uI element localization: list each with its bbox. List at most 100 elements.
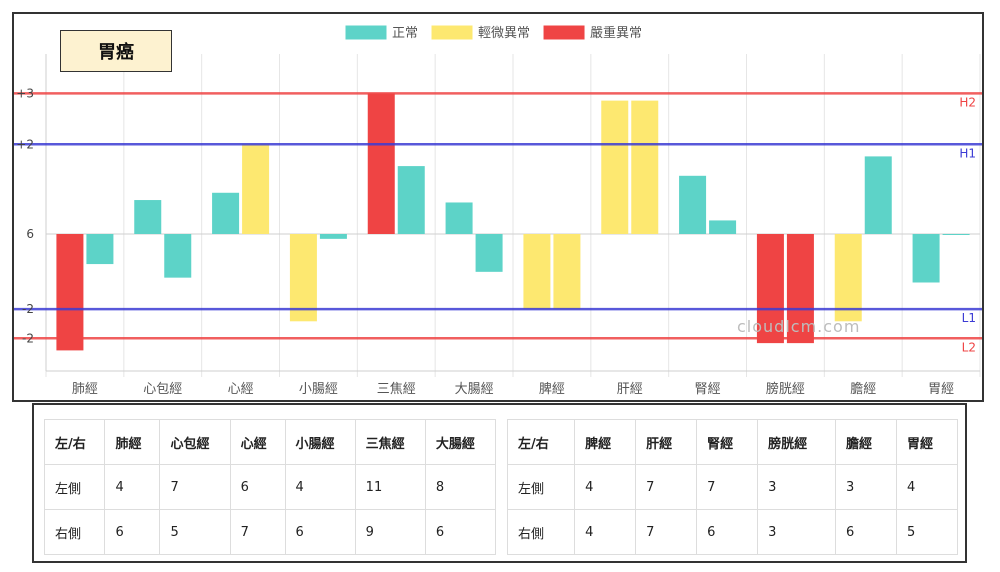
legend-swatch <box>543 25 585 40</box>
x-tick-label: 小腸經 <box>299 382 338 397</box>
table-cell: 7 <box>696 464 759 510</box>
bar-right <box>553 234 581 310</box>
chart-title: 胃癌 <box>60 30 172 72</box>
table-cell: 11 <box>354 464 426 510</box>
bar-left <box>289 234 317 322</box>
header-cell: 三焦經 <box>354 419 426 465</box>
chart-panel: 肺經 心包經 心經 小腸經 三焦經 大腸經 脾經 肝經 腎經 膀胱經 膽經 胃經 H2 H1 L1 L2 +3 +… <box>12 12 984 402</box>
watermark-text: cloudlcm.com <box>737 317 860 336</box>
bar-right <box>786 234 814 344</box>
header-cell: 小腸經 <box>284 419 356 465</box>
table-cell: 4 <box>574 509 637 555</box>
x-tick-label: 肺經 <box>72 382 98 397</box>
y-tick-label: +2 <box>16 137 34 151</box>
legend-swatch <box>345 25 387 40</box>
bar-right <box>709 220 737 234</box>
table-cell: 4 <box>574 464 637 510</box>
table-cell: 3 <box>757 464 836 510</box>
header-cell: 膀胱經 <box>757 419 836 465</box>
table-cell: 4 <box>895 464 959 510</box>
x-tick-label: 胃經 <box>928 382 954 397</box>
header-cell: 左/右 <box>43 419 106 465</box>
bar-left <box>834 234 862 322</box>
reference-line-label: H2 <box>959 95 976 109</box>
bar-left <box>601 100 629 234</box>
bar-right <box>942 234 970 235</box>
table-cell: 6 <box>696 509 759 555</box>
header-cell: 心包經 <box>159 419 231 465</box>
bar-right <box>397 166 425 234</box>
bar-right <box>475 234 503 272</box>
bar-left <box>679 175 707 234</box>
header-cell: 膽經 <box>834 419 897 465</box>
table-cell: 3 <box>757 509 836 555</box>
bar-left <box>756 234 784 344</box>
table-cell: 7 <box>635 509 698 555</box>
y-tick-label: -2 <box>22 302 34 316</box>
bar-left <box>367 93 395 234</box>
table-cell: 左側 <box>506 464 576 510</box>
table-cell: 3 <box>834 464 897 510</box>
reference-line-label: L1 <box>962 311 976 325</box>
table-cell: 右側 <box>506 509 576 555</box>
table-cell: 5 <box>159 509 231 555</box>
table-cell: 右側 <box>43 509 106 555</box>
table-cell: 9 <box>354 509 426 555</box>
table-cell: 7 <box>635 464 698 510</box>
bar-left <box>212 192 240 234</box>
bar-right <box>631 100 659 234</box>
bar-right <box>164 234 192 278</box>
table-cell: 6 <box>104 509 161 555</box>
x-tick-label: 心包經 <box>143 382 182 397</box>
table-cell: 5 <box>895 509 959 555</box>
table-cell: 左側 <box>43 464 106 510</box>
header-cell: 左/右 <box>506 419 576 465</box>
meridian-table-right: 左/右 脾經 肝經 腎經 膀胱經 膽經 胃經 左側 4 7 7 3 3 4 右側… <box>506 419 959 555</box>
bar-chart: 肺經 心包經 心經 小腸經 三焦經 大腸經 脾經 肝經 腎經 膀胱經 膽經 胃經 H2 H1 L1 L2 +3 +… <box>14 25 982 397</box>
table-cell: 7 <box>159 464 231 510</box>
table-header-row: 左/右 肺經 心包經 心經 小腸經 三焦經 大腸經 <box>43 419 497 465</box>
table-row: 左側 4 7 7 3 3 4 <box>506 464 959 510</box>
bar-left <box>134 200 162 234</box>
table-cell: 8 <box>424 464 497 510</box>
table-row: 右側 6 5 7 6 9 6 <box>43 509 497 555</box>
bar-left <box>445 202 473 234</box>
header-cell: 脾經 <box>574 419 637 465</box>
table-cell: 4 <box>104 464 161 510</box>
bar-left <box>56 234 84 351</box>
x-tick-label: 大腸經 <box>455 382 494 397</box>
header-cell: 胃經 <box>895 419 959 465</box>
y-tick-label: 6 <box>26 227 34 241</box>
legend-label: 正常 <box>392 26 418 41</box>
table-cell: 6 <box>284 509 356 555</box>
bar-right <box>319 234 347 239</box>
meridian-table-left: 左/右 肺經 心包經 心經 小腸經 三焦經 大腸經 左側 4 7 6 4 11 … <box>43 419 497 555</box>
legend-label: 嚴重異常 <box>590 25 642 41</box>
legend-label: 輕微異常 <box>478 26 530 41</box>
header-cell: 肺經 <box>104 419 161 465</box>
header-cell: 心經 <box>229 419 286 465</box>
x-tick-label: 心經 <box>228 382 254 397</box>
y-tick-label: +3 <box>16 86 34 100</box>
bar-right <box>86 234 114 265</box>
x-tick-label: 膀胱經 <box>766 381 805 397</box>
table-cell: 6 <box>424 509 497 555</box>
bar-right <box>864 156 892 234</box>
table-cell: 6 <box>229 464 286 510</box>
x-tick-label: 肝經 <box>617 382 643 397</box>
bar-left <box>912 234 940 283</box>
x-tick-label: 三焦經 <box>377 382 416 397</box>
y-tick-label: -2 <box>22 331 34 345</box>
table-row: 左側 4 7 6 4 11 8 <box>43 464 497 510</box>
x-tick-label: 腎經 <box>695 382 721 397</box>
reference-line-label: L2 <box>962 340 976 354</box>
data-table-panel: 左/右 肺經 心包經 心經 小腸經 三焦經 大腸經 左側 4 7 6 4 11 … <box>32 403 967 563</box>
table-cell: 7 <box>229 509 286 555</box>
header-cell: 腎經 <box>696 419 759 465</box>
reference-line-label: H1 <box>959 146 976 160</box>
bar-left <box>523 234 551 310</box>
header-cell: 大腸經 <box>424 419 497 465</box>
table-header-row: 左/右 脾經 肝經 腎經 膀胱經 膽經 胃經 <box>506 419 959 465</box>
bar-right <box>242 144 270 234</box>
x-tick-label: 脾經 <box>539 382 565 397</box>
